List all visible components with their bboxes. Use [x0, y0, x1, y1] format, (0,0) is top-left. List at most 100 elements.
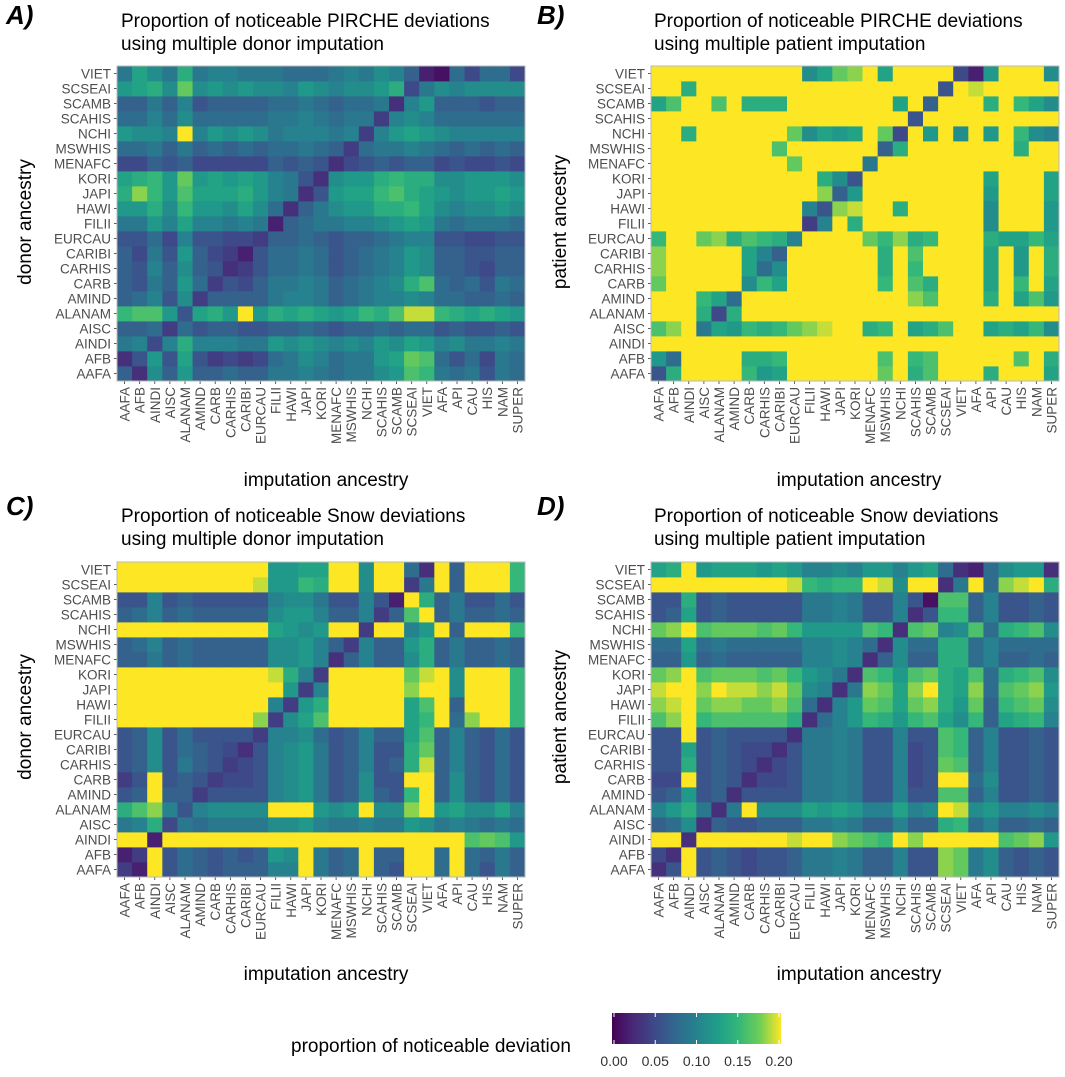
heatmap-cell — [802, 847, 818, 863]
heatmap-cell — [651, 817, 667, 833]
heatmap-cell — [968, 817, 984, 833]
heatmap-cell — [253, 757, 269, 773]
heatmap-cell — [923, 96, 939, 112]
heatmap-cell — [998, 667, 1015, 683]
heatmap-cell — [449, 96, 465, 112]
heatmap-cell — [177, 291, 193, 307]
heatmap-cell — [253, 592, 269, 608]
heatmap-cell — [1013, 81, 1030, 97]
heatmap-cell — [268, 607, 284, 623]
y-tick-label: SCAMB — [63, 97, 111, 112]
heatmap-cell — [449, 111, 465, 127]
heatmap-cell — [696, 81, 712, 97]
heatmap-cell — [771, 306, 788, 322]
heatmap-cell — [1043, 126, 1060, 142]
heatmap-cell — [328, 862, 345, 878]
y-tick-label: ALANAM — [589, 307, 645, 322]
heatmap-cell — [449, 156, 465, 172]
heatmap-cell — [222, 111, 239, 127]
heatmap-cell — [434, 682, 450, 698]
heatmap-cell — [253, 562, 269, 578]
x-tick-label: JAPI — [833, 883, 848, 912]
heatmap-cell — [479, 291, 496, 307]
heatmap-cell — [651, 577, 667, 593]
heatmap-cell — [434, 291, 450, 307]
heatmap-cell — [222, 742, 239, 758]
heatmap-cell — [479, 351, 496, 367]
heatmap-cell — [726, 351, 743, 367]
heatmap-cell — [147, 652, 163, 668]
heatmap-cell — [998, 622, 1015, 638]
heatmap-cell — [132, 336, 148, 352]
heatmap-cell — [666, 697, 682, 713]
heatmap-cell — [192, 832, 209, 848]
heatmap-cell — [892, 321, 909, 337]
heatmap-cell — [147, 742, 163, 758]
heatmap-cell — [1028, 96, 1045, 112]
heatmap-cell — [389, 697, 405, 713]
heatmap-cell — [832, 231, 848, 247]
heatmap-cell — [464, 126, 481, 142]
heatmap-cell — [923, 832, 939, 848]
heatmap-cell — [434, 757, 450, 773]
heatmap-cell — [877, 682, 894, 698]
heatmap-cell — [726, 607, 743, 623]
heatmap-cell — [938, 291, 954, 307]
heatmap-cell — [832, 817, 848, 833]
heatmap-cell — [726, 81, 743, 97]
heatmap-cell — [389, 96, 405, 112]
heatmap-cell — [741, 321, 758, 337]
y-tick-label: ALANAM — [589, 803, 645, 818]
heatmap-cell — [756, 847, 773, 863]
heatmap-cell — [434, 366, 450, 382]
y-tick-label: CARIBI — [66, 743, 111, 758]
heatmap-cell — [741, 682, 758, 698]
heatmap-cell — [373, 832, 390, 848]
heatmap-cell — [283, 126, 299, 142]
heatmap-cell — [117, 366, 133, 382]
heatmap-cell — [268, 637, 284, 653]
x-tick-label: AAFA — [118, 883, 133, 918]
y-tick-label: MENAFC — [54, 653, 111, 668]
heatmap-cell — [162, 847, 178, 863]
heatmap-cell — [726, 171, 743, 187]
heatmap-cell — [117, 141, 133, 157]
heatmap-cell — [726, 201, 743, 217]
heatmap-cell — [862, 667, 879, 683]
heatmap-cell — [711, 697, 727, 713]
heatmap-cell — [207, 637, 224, 653]
y-tick-label: CARHIS — [60, 758, 111, 773]
heatmap-cell — [832, 667, 848, 683]
heatmap-cell — [1043, 186, 1060, 202]
heatmap-cell — [1013, 141, 1030, 157]
heatmap-cell — [389, 712, 405, 728]
heatmap-cell — [892, 66, 909, 82]
heatmap-cell — [207, 216, 224, 232]
heatmap-cell — [237, 832, 254, 848]
heatmap-cell — [787, 697, 803, 713]
heatmap-cell — [1043, 96, 1060, 112]
y-tick-label: HAWI — [610, 202, 645, 217]
heatmap-cell — [832, 847, 848, 863]
heatmap-cell — [434, 216, 450, 232]
heatmap-cell — [907, 772, 924, 788]
heatmap-cell — [877, 562, 894, 578]
heatmap-cell — [117, 216, 133, 232]
heatmap-cell — [802, 622, 818, 638]
y-tick-label: AISC — [79, 818, 111, 833]
heatmap-cell — [449, 336, 465, 352]
x-tick-label: HAWI — [818, 387, 833, 422]
heatmap-cell — [756, 66, 773, 82]
heatmap-cell — [373, 562, 390, 578]
heatmap-cell — [328, 96, 345, 112]
heatmap-cell — [696, 862, 712, 878]
heatmap-cell — [192, 637, 209, 653]
x-tick-label: SUPER — [510, 883, 525, 930]
heatmap-cell — [877, 186, 894, 202]
heatmap-cell — [389, 682, 405, 698]
heatmap-cell — [494, 126, 511, 142]
heatmap-cell — [494, 111, 511, 127]
heatmap-cell — [862, 772, 879, 788]
heatmap-cell — [494, 321, 511, 337]
heatmap-cell — [787, 607, 803, 623]
